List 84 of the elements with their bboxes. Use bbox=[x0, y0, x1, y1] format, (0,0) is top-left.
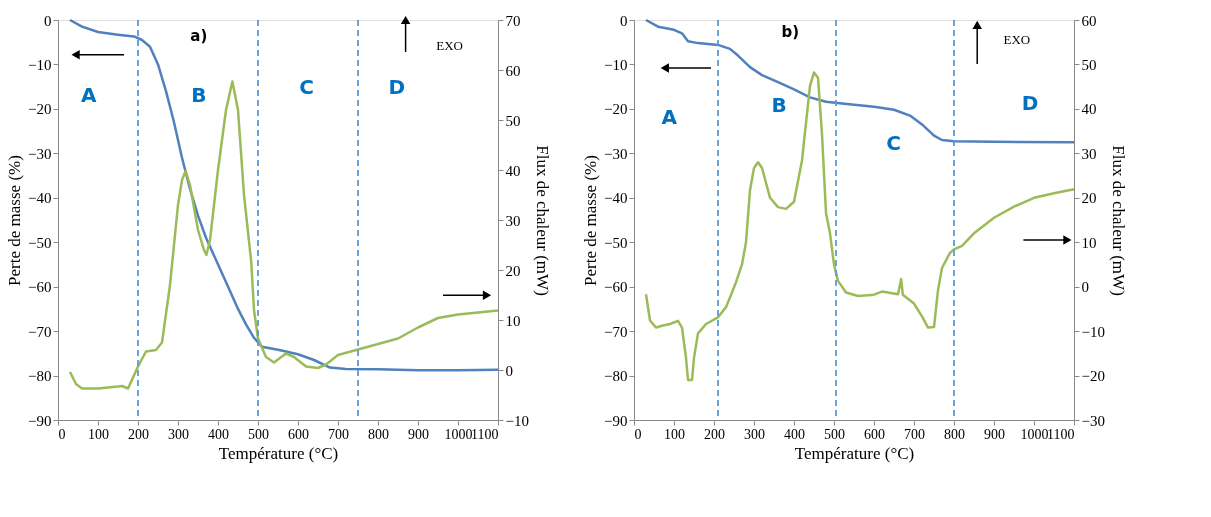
annotation: D bbox=[388, 75, 406, 99]
y-tick-label: −80 bbox=[604, 368, 628, 385]
y2-tick-label: 60 bbox=[1081, 12, 1097, 29]
y-tick-label: −50 bbox=[28, 234, 52, 251]
annotation: C bbox=[299, 75, 314, 99]
x-tick-label: 200 bbox=[704, 426, 725, 442]
x-tick-label: 1100 bbox=[1047, 426, 1075, 442]
x-axis-title: Température (°C) bbox=[218, 443, 339, 463]
annotation: b) bbox=[781, 23, 799, 41]
y2-tick-label: −20 bbox=[1081, 368, 1105, 385]
y-tick-label: 0 bbox=[620, 12, 628, 29]
y2-tick-label: 10 bbox=[505, 312, 521, 329]
x-tick-label: 1000 bbox=[1020, 426, 1049, 442]
y-tick-label: −90 bbox=[28, 412, 52, 429]
y2-tick-label: −10 bbox=[1081, 323, 1105, 340]
annotation: EXO bbox=[1003, 32, 1031, 47]
y-tick-label: −60 bbox=[28, 279, 52, 296]
y-tick-label: −90 bbox=[604, 412, 628, 429]
x-tick-label: 200 bbox=[128, 426, 149, 442]
line-series bbox=[644, 71, 1076, 382]
x-tick-label: 900 bbox=[984, 426, 1005, 442]
x-tick-label: 500 bbox=[248, 426, 269, 442]
annotation: EXO bbox=[436, 38, 463, 53]
y-axis-title: Perte de masse (%) bbox=[581, 155, 601, 286]
line-series bbox=[68, 80, 500, 390]
y2-tick-label: 40 bbox=[1081, 101, 1097, 118]
y-tick-label: −30 bbox=[28, 145, 52, 162]
x-tick-label: 100 bbox=[664, 426, 685, 442]
y2-tick-label: 20 bbox=[505, 262, 521, 279]
line-series bbox=[68, 18, 500, 372]
y-tick-label: −70 bbox=[28, 323, 52, 340]
annotation: B bbox=[771, 93, 787, 117]
y-tick-label: −10 bbox=[604, 56, 628, 73]
x-tick-label: 300 bbox=[744, 426, 765, 442]
y-axis-title: Perte de masse (%) bbox=[5, 155, 25, 286]
y2-tick-label: 50 bbox=[1081, 56, 1097, 73]
y2-axis-title: Flux de chaleur (mW) bbox=[1108, 145, 1128, 296]
x-tick-label: 700 bbox=[904, 426, 925, 442]
y-tick-label: −20 bbox=[28, 101, 52, 118]
y-tick-label: −40 bbox=[28, 190, 52, 207]
x-tick-label: 400 bbox=[208, 426, 229, 442]
y2-tick-label: 10 bbox=[1081, 234, 1097, 251]
y-tick-label: 0 bbox=[44, 12, 52, 29]
y2-tick-label: −30 bbox=[1081, 412, 1105, 429]
x-tick-label: 0 bbox=[634, 426, 642, 442]
x-tick-label: 400 bbox=[784, 426, 805, 442]
x-tick-label: 100 bbox=[88, 426, 109, 442]
x-tick-label: 800 bbox=[368, 426, 389, 442]
y-tick-label: −60 bbox=[604, 279, 628, 296]
x-tick-label: 900 bbox=[408, 426, 429, 442]
y-tick-label: −20 bbox=[604, 101, 628, 118]
y-tick-label: −10 bbox=[28, 56, 52, 73]
y-tick-label: −80 bbox=[28, 368, 52, 385]
y-tick-label: −30 bbox=[604, 145, 628, 162]
y-tick-label: −50 bbox=[604, 234, 628, 251]
y-tick-label: −40 bbox=[604, 190, 628, 207]
y-tick-label: −70 bbox=[604, 323, 628, 340]
x-tick-label: 600 bbox=[288, 426, 309, 442]
x-tick-label: 700 bbox=[328, 426, 349, 442]
y2-axis-title: Flux de chaleur (mW) bbox=[532, 145, 552, 296]
annotation: B bbox=[191, 83, 207, 107]
y2-tick-label: 0 bbox=[505, 362, 513, 379]
x-tick-label: 300 bbox=[168, 426, 189, 442]
annotation: A bbox=[661, 105, 678, 129]
x-tick-label: 800 bbox=[944, 426, 965, 442]
y2-tick-label: 50 bbox=[505, 112, 521, 129]
annotation: C bbox=[886, 131, 901, 155]
x-tick-label: 600 bbox=[864, 426, 885, 442]
y2-tick-label: 30 bbox=[505, 212, 521, 229]
y2-tick-label: 0 bbox=[1081, 279, 1089, 296]
y2-tick-label: 60 bbox=[505, 62, 521, 79]
annotation: D bbox=[1021, 91, 1039, 115]
annotation: a) bbox=[190, 27, 208, 45]
x-axis-title: Température (°C) bbox=[794, 443, 915, 463]
x-tick-label: 500 bbox=[824, 426, 845, 442]
x-tick-label: 1000 bbox=[444, 426, 473, 442]
y2-tick-label: 20 bbox=[1081, 190, 1097, 207]
y2-tick-label: −10 bbox=[505, 412, 529, 429]
y2-tick-label: 70 bbox=[505, 12, 521, 29]
annotation: A bbox=[81, 83, 98, 107]
y2-tick-label: 40 bbox=[505, 162, 521, 179]
x-tick-label: 1100 bbox=[471, 426, 499, 442]
x-tick-label: 0 bbox=[58, 426, 66, 442]
y2-tick-label: 30 bbox=[1081, 145, 1097, 162]
